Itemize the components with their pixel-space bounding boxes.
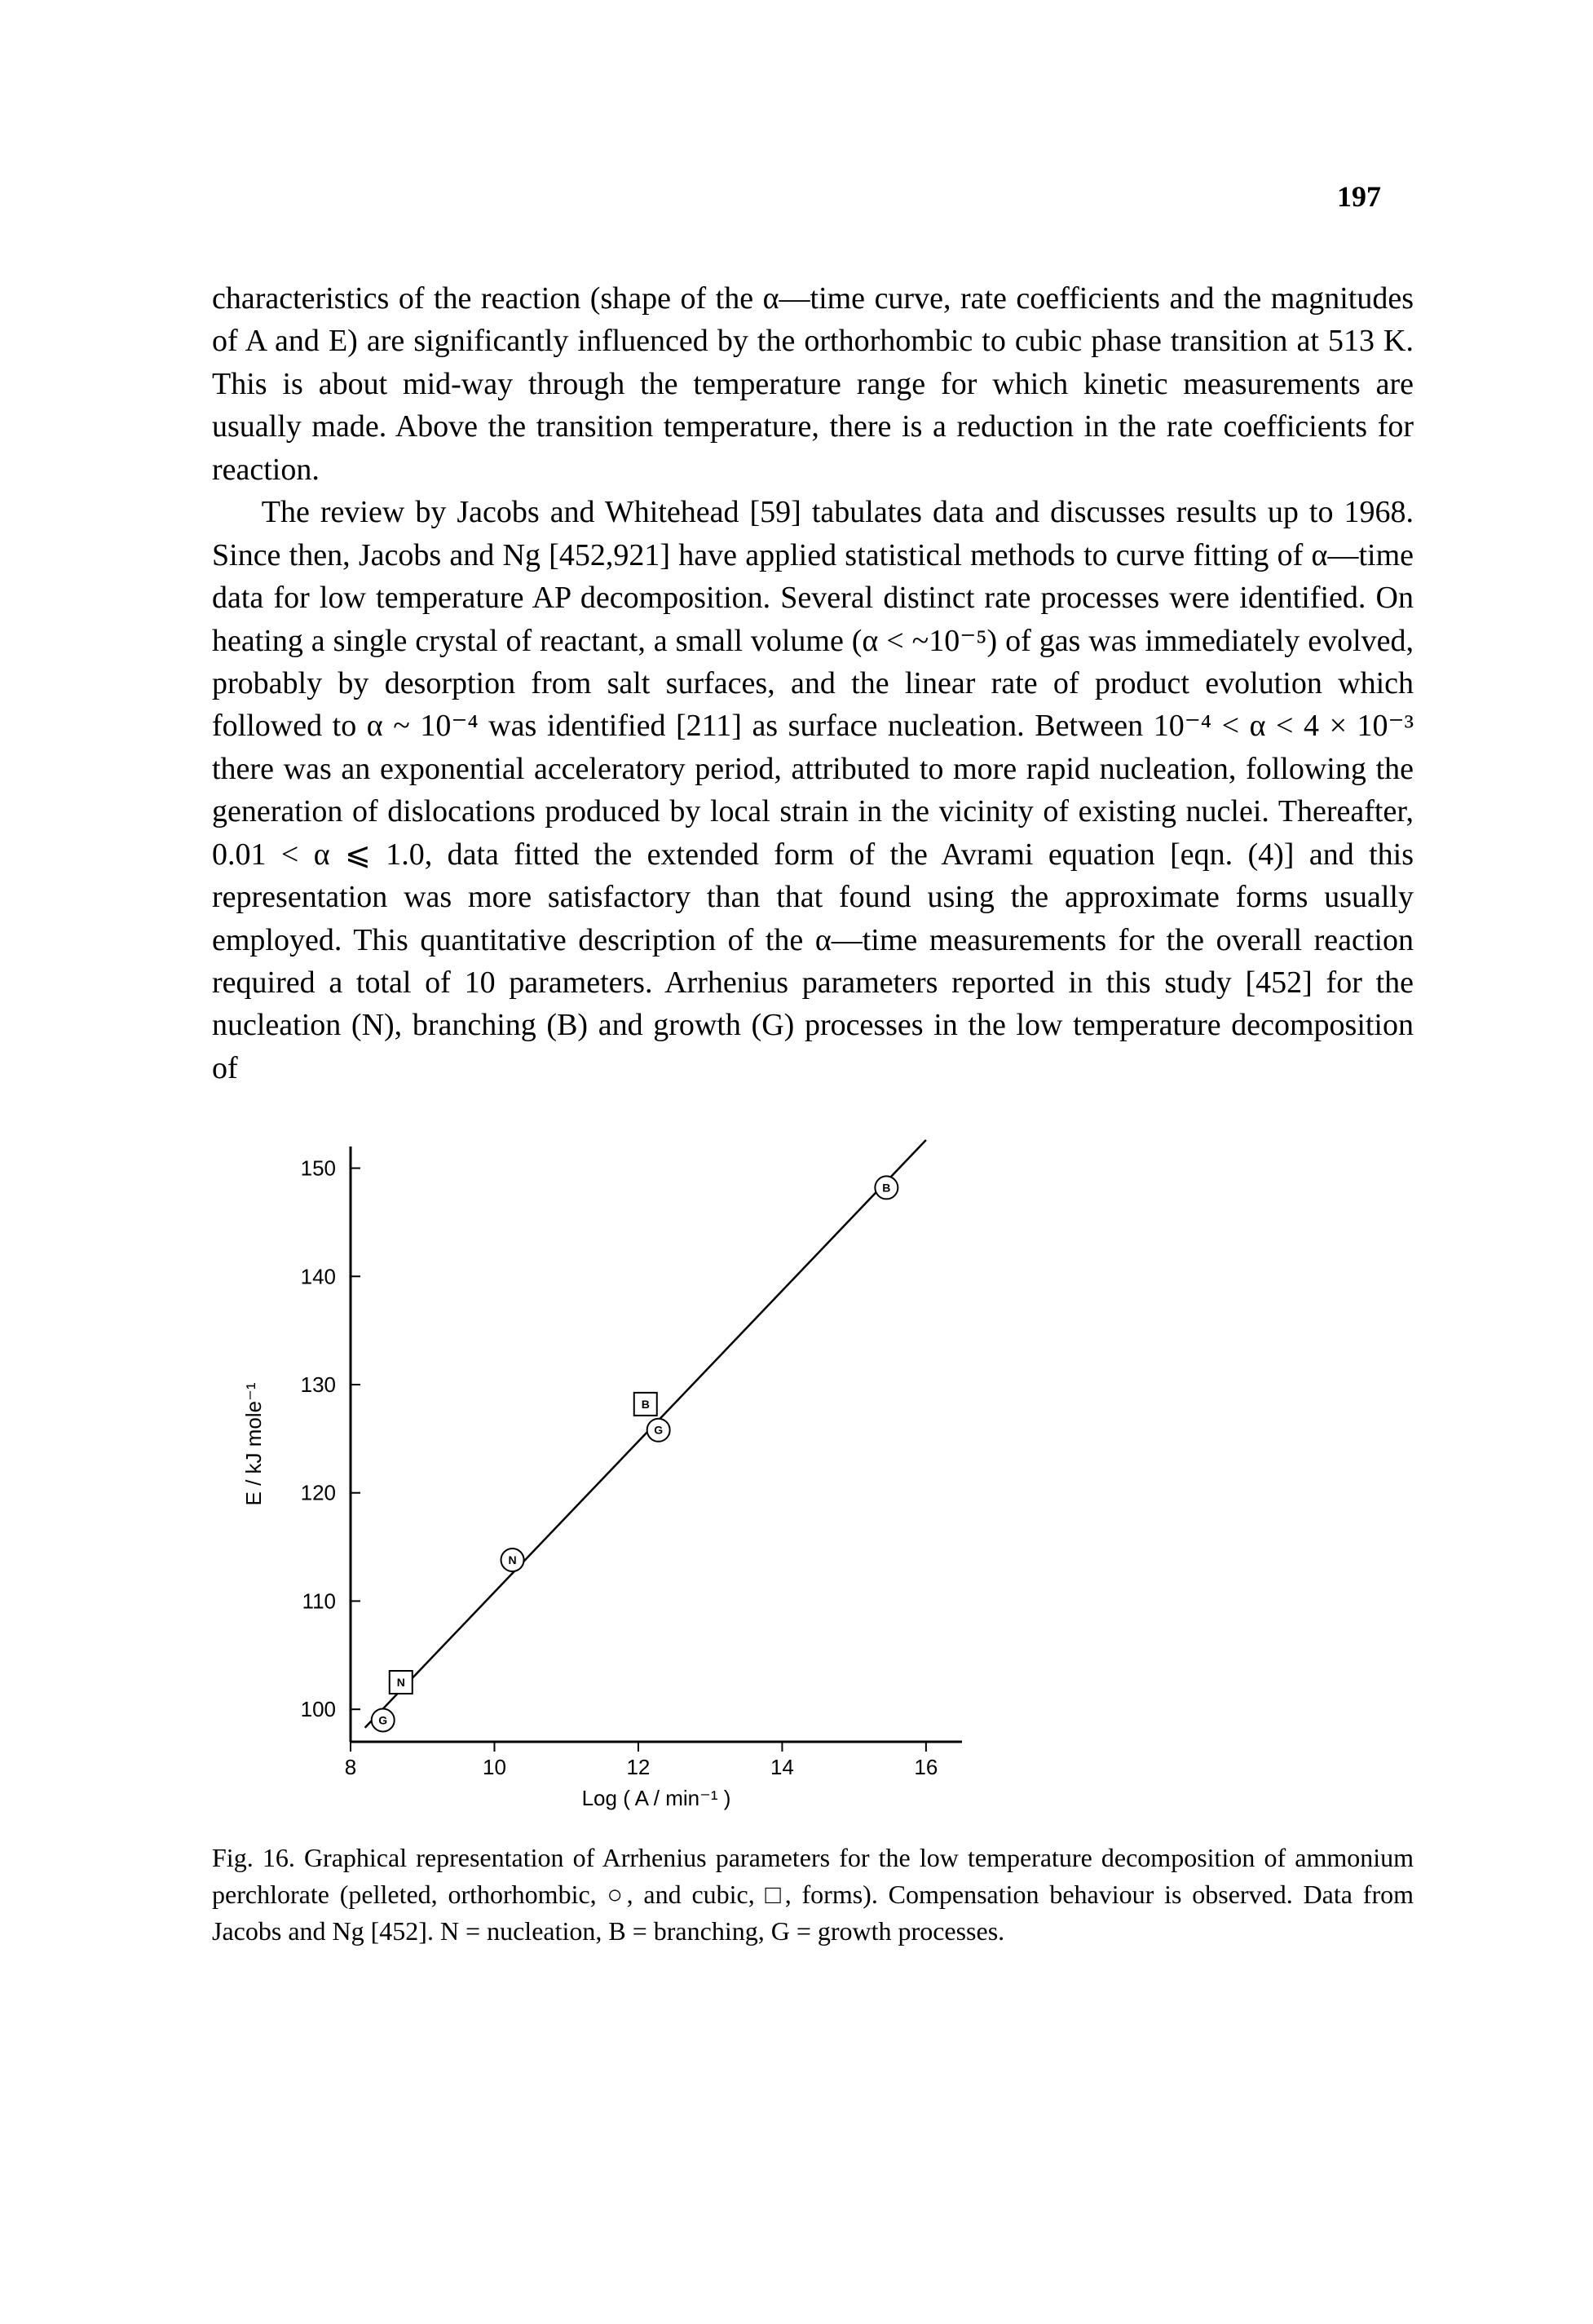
svg-text:12: 12 <box>626 1755 650 1779</box>
paragraph-1: characteristics of the reaction (shape o… <box>212 277 1414 491</box>
svg-text:G: G <box>654 1424 663 1437</box>
svg-text:100: 100 <box>301 1697 336 1721</box>
svg-text:130: 130 <box>301 1372 336 1397</box>
arrhenius-plot: 8 10 12 14 16 100 110 120 130 140 150 Log ( A / min… <box>212 1130 995 1815</box>
svg-text:10: 10 <box>483 1755 506 1779</box>
svg-text:B: B <box>882 1182 890 1195</box>
svg-text:B: B <box>642 1398 650 1411</box>
svg-text:16: 16 <box>914 1755 938 1779</box>
svg-text:150: 150 <box>301 1156 336 1181</box>
svg-text:110: 110 <box>302 1589 336 1614</box>
page-number: 197 <box>1337 179 1381 214</box>
svg-text:140: 140 <box>301 1265 336 1289</box>
svg-text:N: N <box>397 1676 405 1689</box>
svg-text:14: 14 <box>770 1755 794 1779</box>
svg-text:G: G <box>378 1714 387 1727</box>
figure-caption: Fig. 16. Graphical representation of Arr… <box>212 1840 1414 1949</box>
svg-text:120: 120 <box>301 1481 336 1505</box>
svg-text:E / kJ mole⁻¹: E / kJ mole⁻¹ <box>241 1382 266 1505</box>
svg-text:N: N <box>508 1553 516 1566</box>
svg-text:8: 8 <box>345 1755 356 1779</box>
figure-16: 8 10 12 14 16 100 110 120 130 140 150 Log ( A / min… <box>212 1130 1414 1949</box>
page: 197 characteristics of the reaction (sha… <box>0 0 1593 2324</box>
paragraph-2: The review by Jacobs and Whitehead [59] … <box>212 491 1414 1089</box>
body-text: characteristics of the reaction (shape o… <box>212 277 1414 1089</box>
svg-text:Log ( A / min⁻¹ ): Log ( A / min⁻¹ ) <box>582 1786 731 1810</box>
